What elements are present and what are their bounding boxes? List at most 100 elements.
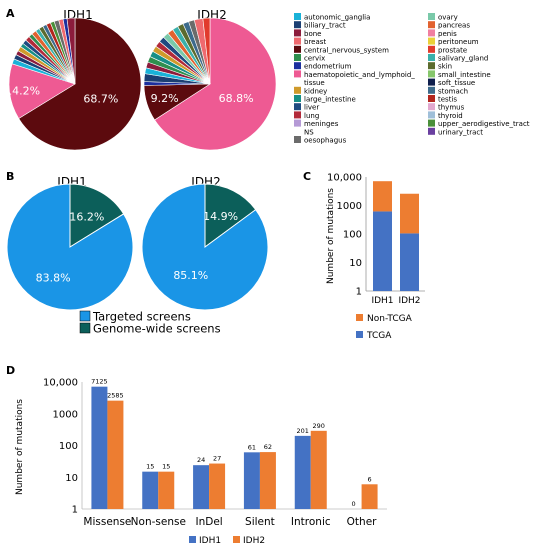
chart-d-bar-1-3 bbox=[259, 452, 276, 509]
chart-d-datalabel-1-0: 2585 bbox=[107, 392, 124, 400]
legend-a-swatch-0-11 bbox=[294, 103, 301, 111]
chart-c-legend-swatch-0 bbox=[356, 314, 363, 321]
chart-d-datalabel-1-2: 27 bbox=[213, 455, 221, 463]
legend-a-label-0-7: haematopoietic_and_lymphoid_ bbox=[304, 71, 415, 79]
legend-a-label-1-6: skin bbox=[438, 63, 452, 71]
pie-b2-slice-0 bbox=[204, 183, 257, 248]
legend-a-label-1-1: pancreas bbox=[438, 22, 470, 30]
legend-b-label-1: Genome-wide screens bbox=[93, 322, 221, 336]
chart-d-datalabel-1-4: 290 bbox=[313, 422, 325, 430]
legend-a-label-1-12: thyroid bbox=[438, 112, 463, 120]
legend-a-swatch-1-6 bbox=[428, 62, 435, 70]
legend-a-swatch-1-7 bbox=[428, 70, 435, 78]
panel-a: IDH1 IDH2 68.7%14.2% 68.8%9.2% autonomic… bbox=[5, 8, 530, 151]
chart-d-datalabel-1-1: 15 bbox=[162, 463, 170, 471]
legend-b-swatch-1 bbox=[79, 322, 91, 334]
chart-d-ylabel: Number of mutations bbox=[15, 399, 25, 495]
chart-c-xtick-1: IDH2 bbox=[398, 296, 420, 306]
panel-d: Number of mutations 1 10 100 1000 10,000 7125… bbox=[15, 378, 387, 546]
pie-a1-slice-0 bbox=[18, 17, 142, 151]
chart-d-xtick-3: Silent bbox=[245, 516, 275, 528]
legend-a-label-0-12: lung bbox=[304, 112, 319, 120]
chart-c-ytick-2: 100 bbox=[343, 230, 362, 241]
legend-a-swatch-0-13 bbox=[294, 119, 301, 127]
chart-c-bar-1-0 bbox=[373, 181, 392, 212]
legend-a-label-0-10: large_intestine bbox=[304, 96, 356, 104]
chart-d-xtick-5: Other bbox=[347, 516, 377, 528]
legend-a-label-1-4: prostate bbox=[438, 46, 467, 54]
legend-a-label-1-11: thymus bbox=[438, 104, 465, 112]
legend-a-swatch-0-5 bbox=[294, 54, 301, 61]
pie-b1-label-0: 16.2% bbox=[69, 211, 104, 224]
chart-d-ytick-2: 100 bbox=[59, 441, 78, 452]
legend-a-swatch-1-0 bbox=[428, 13, 435, 20]
chart-d-xtick-2: InDel bbox=[195, 516, 222, 528]
legend-a-label-1-7: small_intestine bbox=[438, 71, 491, 79]
legend-b-label-0: Targeted screens bbox=[92, 310, 191, 324]
chart-d-datalabel-1-3: 62 bbox=[264, 443, 272, 451]
legend-a-label-1-2: penis bbox=[438, 30, 457, 38]
legend-a-swatch-0-1 bbox=[294, 21, 301, 29]
chart-c-ytick-3: 1000 bbox=[337, 201, 362, 212]
chart-d-bar-1-5 bbox=[361, 484, 378, 509]
legend-a-label-1-0: ovary bbox=[438, 14, 458, 22]
legend-a-label-0-14: NS bbox=[304, 128, 314, 136]
chart-d-ytick-3: 1000 bbox=[53, 409, 78, 420]
chart-c-legend-swatch-1 bbox=[356, 331, 363, 338]
chart-c-legend-label-0: Non-TCGA bbox=[367, 314, 413, 324]
legend-a-label-0-13: meninges bbox=[304, 120, 339, 128]
legend-a-label-1-13: upper_aerodigestive_tract bbox=[438, 120, 530, 128]
legend-a-swatch-1-11 bbox=[428, 103, 435, 111]
chart-c-bar-1-1 bbox=[400, 193, 419, 234]
legend-a-label-1-3: peritoneum bbox=[438, 38, 479, 46]
chart-c-legend-label-1: TCGA bbox=[366, 331, 392, 341]
chart-c-ytick-0: 1 bbox=[356, 287, 362, 298]
legend-a-swatch-0-7 bbox=[294, 70, 301, 78]
chart-c-ytick-4: 10,000 bbox=[327, 173, 362, 184]
pie-b1-slice-0 bbox=[69, 183, 125, 248]
chart-d-bar-0-0 bbox=[91, 386, 108, 509]
legend-a-label-0-1: biliary_tract bbox=[304, 22, 346, 30]
chart-d-bar-1-0 bbox=[107, 400, 124, 509]
panel-label-c: C bbox=[303, 170, 311, 183]
chart-d-datalabel-0-4: 201 bbox=[297, 427, 309, 435]
legend-a-swatch-0-10 bbox=[294, 95, 301, 102]
legend-a-label-0-4: central_nervous_system bbox=[304, 46, 389, 54]
chart-d-bar-0-2 bbox=[193, 465, 210, 509]
pie-chart-a-idh1: 68.7% 14.2% bbox=[5, 17, 142, 151]
bar-chart-d: 1 10 100 1000 10,000 7125 2585 Missense 15 15 Non-… bbox=[43, 378, 387, 546]
chart-d-bar-0-4 bbox=[294, 435, 311, 509]
legend-a-label-1-8: soft_tissue bbox=[438, 79, 475, 87]
panel-label-b: B bbox=[6, 170, 14, 183]
chart-d-datalabel-0-2: 24 bbox=[197, 456, 205, 464]
legend-a-swatch-1-4 bbox=[428, 45, 435, 53]
legend-a-label-0-2: bone bbox=[304, 30, 321, 38]
pie-a1-label-1: 14.2% bbox=[5, 84, 40, 97]
legend-a-swatch-1-14 bbox=[428, 127, 435, 135]
chart-d-legend-label-0: IDH1 bbox=[199, 536, 221, 546]
legend-a-label-1-5: salivary_gland bbox=[438, 55, 488, 63]
legend-a-swatch-1-13 bbox=[428, 119, 435, 127]
chart-d-legend-swatch-1 bbox=[233, 536, 240, 543]
panel-label-d: D bbox=[6, 364, 15, 377]
pie-chart-b-idh1: 16.2% 83.8% bbox=[6, 183, 134, 311]
legend-a-swatch-0-3 bbox=[294, 37, 301, 45]
legend-a-swatch-0-6 bbox=[294, 62, 301, 70]
pie-b1-slice-1 bbox=[6, 183, 134, 311]
chart-d-xtick-4: Intronic bbox=[291, 516, 331, 528]
legend-a-swatch-1-2 bbox=[428, 29, 435, 37]
legend-a-swatch-0-2 bbox=[294, 29, 301, 37]
legend-a-label-0-8: tissue bbox=[304, 79, 325, 87]
pie-b2-slice-1 bbox=[141, 183, 269, 311]
chart-d-datalabel-1-5: 6 bbox=[368, 475, 372, 483]
legend-a-label-1-9: stomach bbox=[438, 87, 468, 95]
panel-label-a: A bbox=[6, 7, 15, 20]
chart-d-xtick-0: Missense bbox=[83, 516, 131, 528]
panel-c: Number of mutations 1 10 100 1000 10,000 IDH1… bbox=[326, 173, 425, 341]
chart-d-bar-0-1 bbox=[142, 471, 159, 509]
chart-d-datalabel-0-5: 0 bbox=[352, 500, 356, 508]
pie-chart-b-idh2: 14.9% 85.1% bbox=[141, 183, 269, 311]
chart-c-ytick-1: 10 bbox=[349, 258, 362, 269]
